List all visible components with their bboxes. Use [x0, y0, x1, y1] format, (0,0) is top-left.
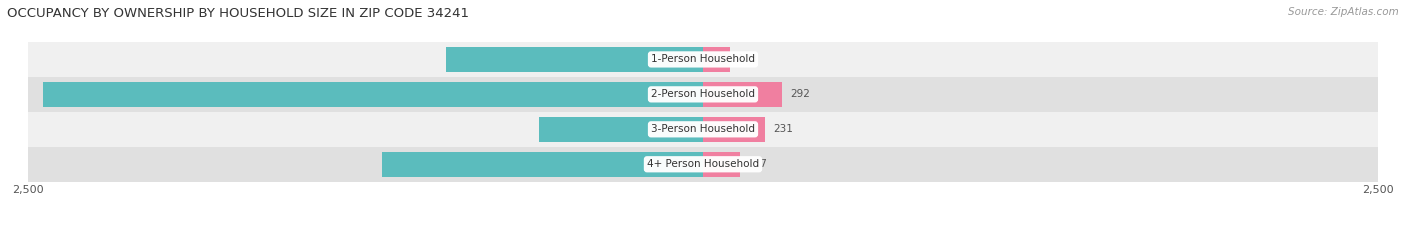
Bar: [538, 117, 703, 142]
Text: 137: 137: [748, 159, 768, 169]
Text: 1-Person Household: 1-Person Household: [651, 55, 755, 64]
Bar: [703, 152, 740, 177]
Text: 3-Person Household: 3-Person Household: [651, 124, 755, 134]
Text: 231: 231: [773, 124, 793, 134]
Text: 1,190: 1,190: [665, 159, 695, 169]
Bar: [703, 117, 765, 142]
Bar: [28, 42, 1378, 77]
Bar: [28, 77, 1378, 112]
Text: 608: 608: [675, 124, 695, 134]
Bar: [703, 47, 730, 72]
Text: 2,446: 2,446: [665, 89, 695, 99]
Bar: [28, 112, 1378, 147]
Bar: [382, 152, 703, 177]
Text: Source: ZipAtlas.com: Source: ZipAtlas.com: [1288, 7, 1399, 17]
Text: 953: 953: [675, 55, 695, 64]
Bar: [42, 82, 703, 107]
Text: 292: 292: [790, 89, 810, 99]
Text: OCCUPANCY BY OWNERSHIP BY HOUSEHOLD SIZE IN ZIP CODE 34241: OCCUPANCY BY OWNERSHIP BY HOUSEHOLD SIZE…: [7, 7, 470, 20]
Bar: [703, 82, 782, 107]
Text: 4+ Person Household: 4+ Person Household: [647, 159, 759, 169]
Text: 2-Person Household: 2-Person Household: [651, 89, 755, 99]
Bar: [28, 147, 1378, 182]
Bar: [446, 47, 703, 72]
Text: 100: 100: [738, 55, 758, 64]
